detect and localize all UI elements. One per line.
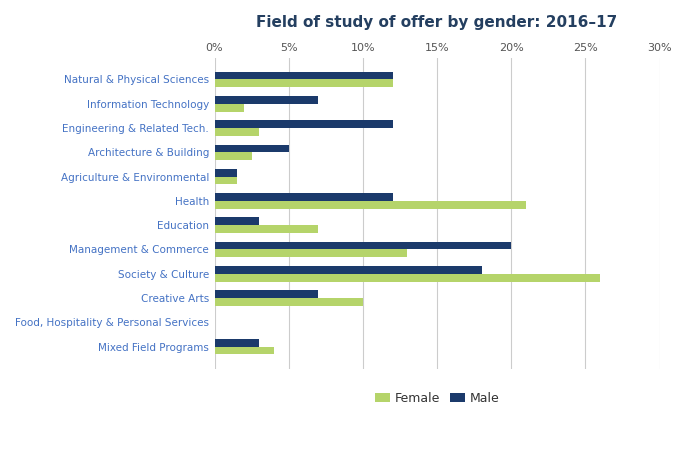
- Bar: [214, 339, 259, 346]
- Bar: [214, 298, 363, 306]
- Bar: [214, 201, 526, 209]
- Bar: [214, 128, 259, 136]
- Bar: [214, 249, 407, 257]
- Bar: [214, 193, 392, 201]
- Bar: [214, 290, 318, 298]
- Bar: [214, 242, 511, 249]
- Bar: [214, 225, 318, 233]
- Bar: [214, 153, 251, 160]
- Bar: [214, 144, 289, 153]
- Bar: [214, 79, 392, 87]
- Title: Field of study of offer by gender: 2016–17: Field of study of offer by gender: 2016–…: [256, 15, 618, 30]
- Bar: [214, 346, 274, 355]
- Bar: [214, 104, 245, 112]
- Bar: [214, 177, 237, 184]
- Bar: [214, 169, 237, 177]
- Bar: [214, 72, 392, 79]
- Bar: [214, 274, 600, 281]
- Bar: [214, 120, 392, 128]
- Bar: [214, 266, 482, 274]
- Legend: Female, Male: Female, Male: [370, 387, 505, 410]
- Bar: [214, 217, 259, 225]
- Bar: [214, 96, 318, 104]
